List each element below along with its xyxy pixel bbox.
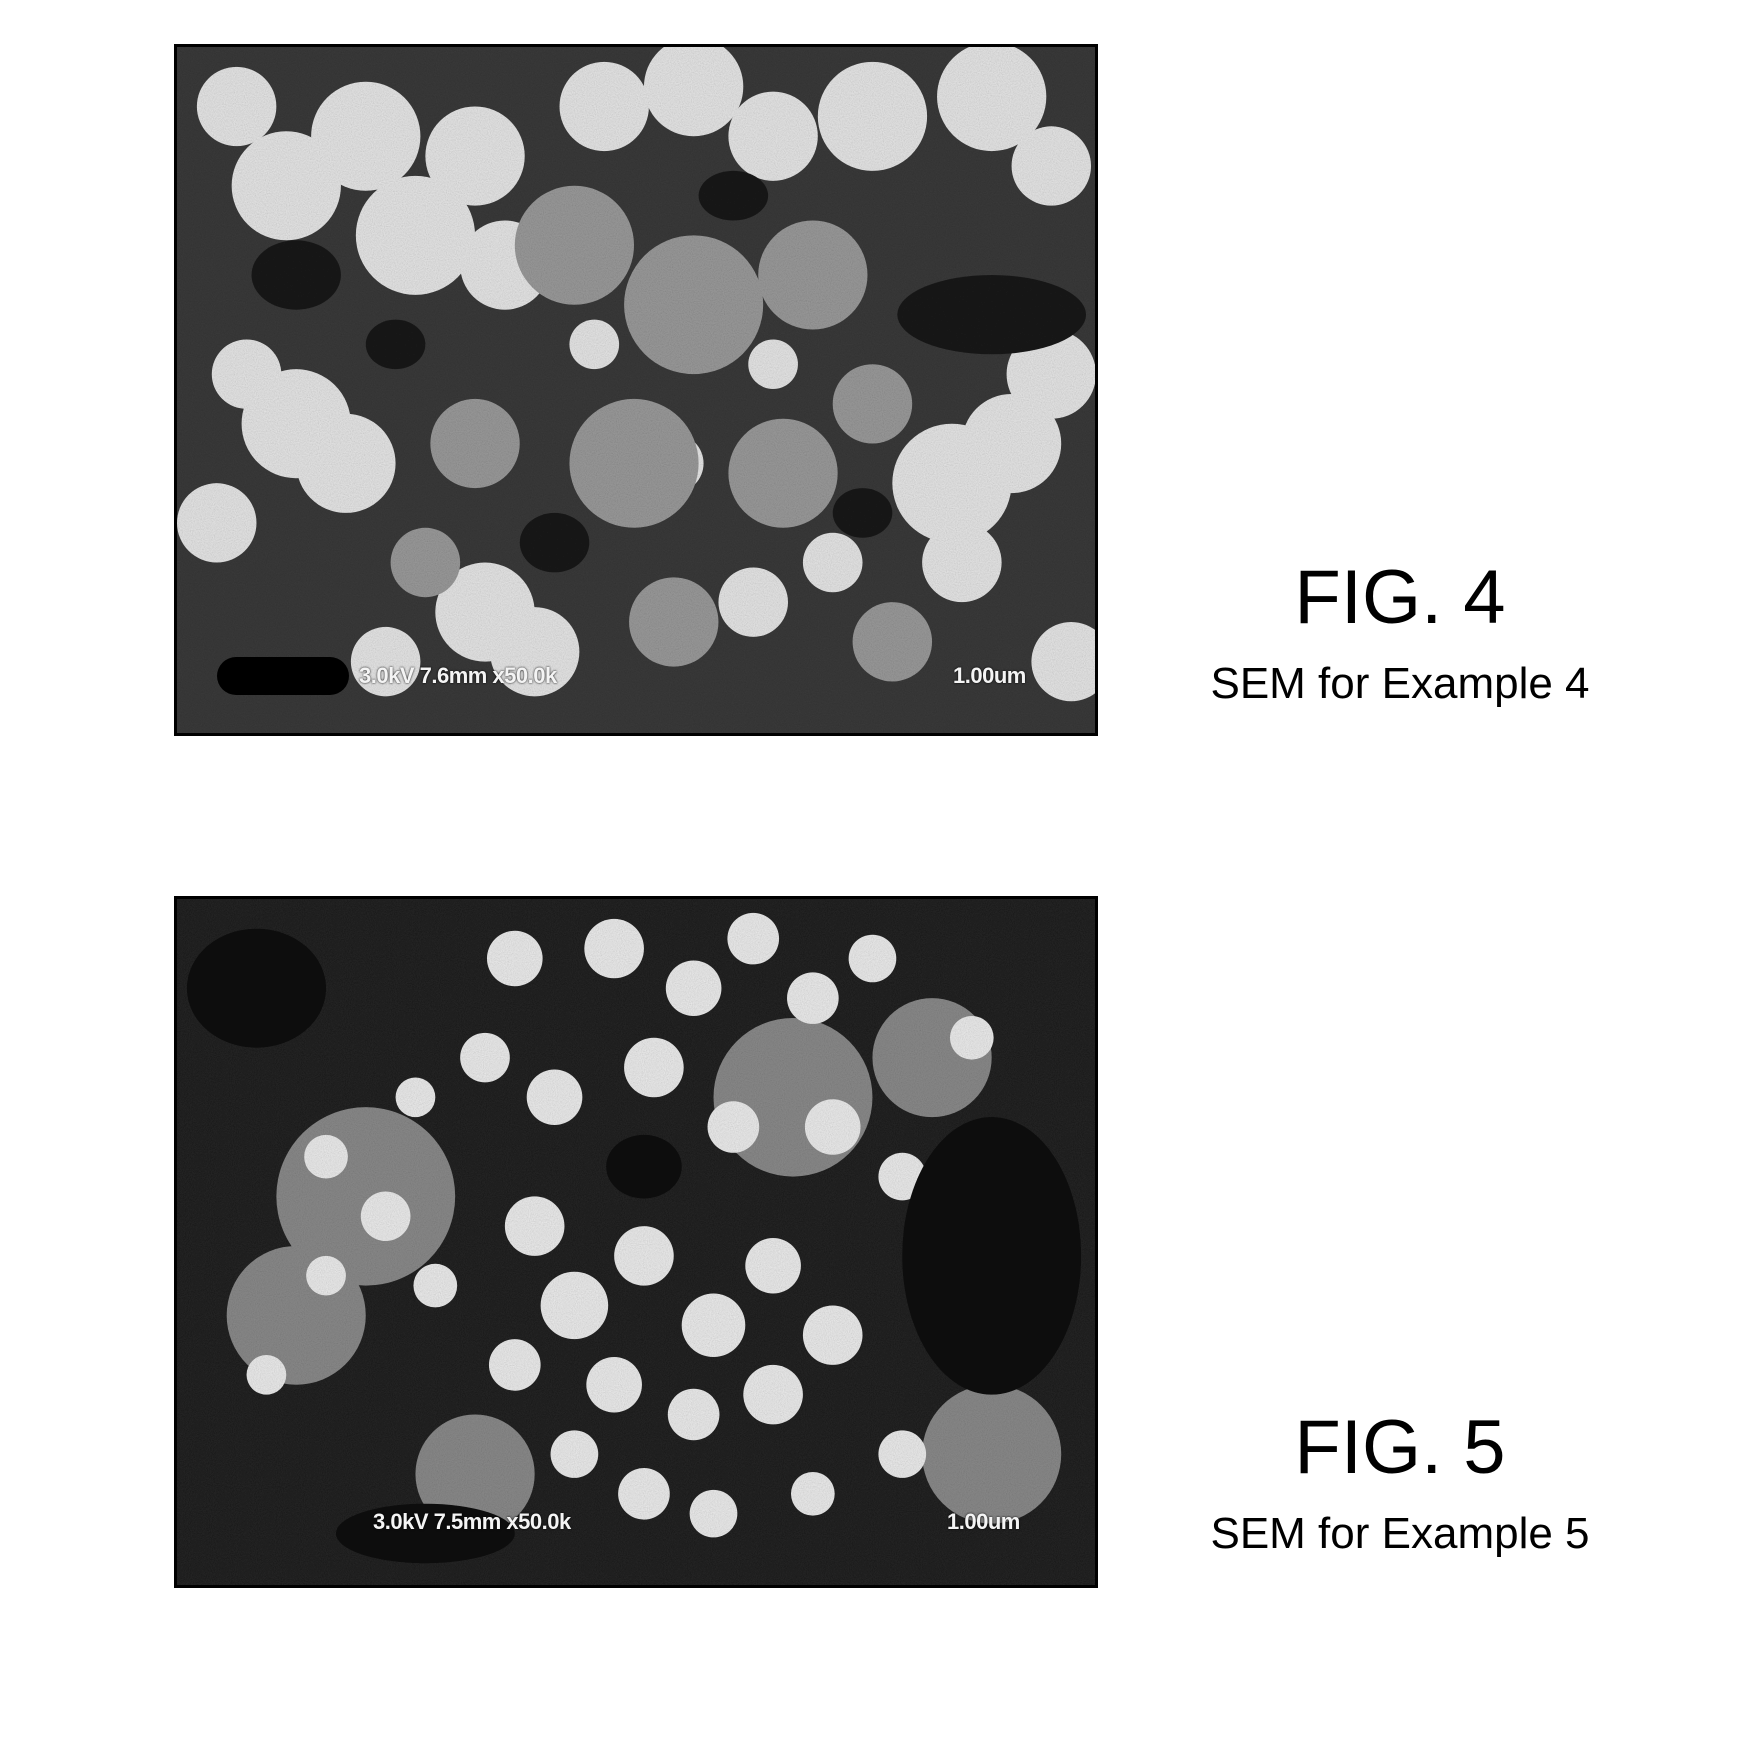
figure-5: 3.0kV 7.5mm x50.0k 1.00um FIG. 5 SEM for…	[0, 850, 1741, 1650]
sem-micrograph-icon	[177, 47, 1095, 733]
figure-label: FIG. 4	[1220, 560, 1580, 636]
sem-micrograph-icon	[177, 899, 1095, 1585]
sem-info-left: 3.0kV 7.5mm x50.0k	[373, 1509, 571, 1535]
sem-scale-label: 1.00um	[953, 663, 1026, 689]
figure-caption: SEM for Example 4	[1160, 662, 1640, 706]
scale-bar	[217, 657, 349, 695]
figure-caption: SEM for Example 5	[1160, 1512, 1640, 1556]
figure-label: FIG. 5	[1220, 1410, 1580, 1486]
sem-scale-label: 1.00um	[947, 1509, 1020, 1535]
sem-image-fig5: 3.0kV 7.5mm x50.0k 1.00um	[174, 896, 1098, 1588]
sem-info-left: 3.0kV 7.6mm x50.0k	[359, 663, 557, 689]
sem-image-fig4: 3.0kV 7.6mm x50.0k 1.00um	[174, 44, 1098, 736]
figure-4: 3.0kV 7.6mm x50.0k 1.00um FIG. 4 SEM for…	[0, 0, 1741, 800]
